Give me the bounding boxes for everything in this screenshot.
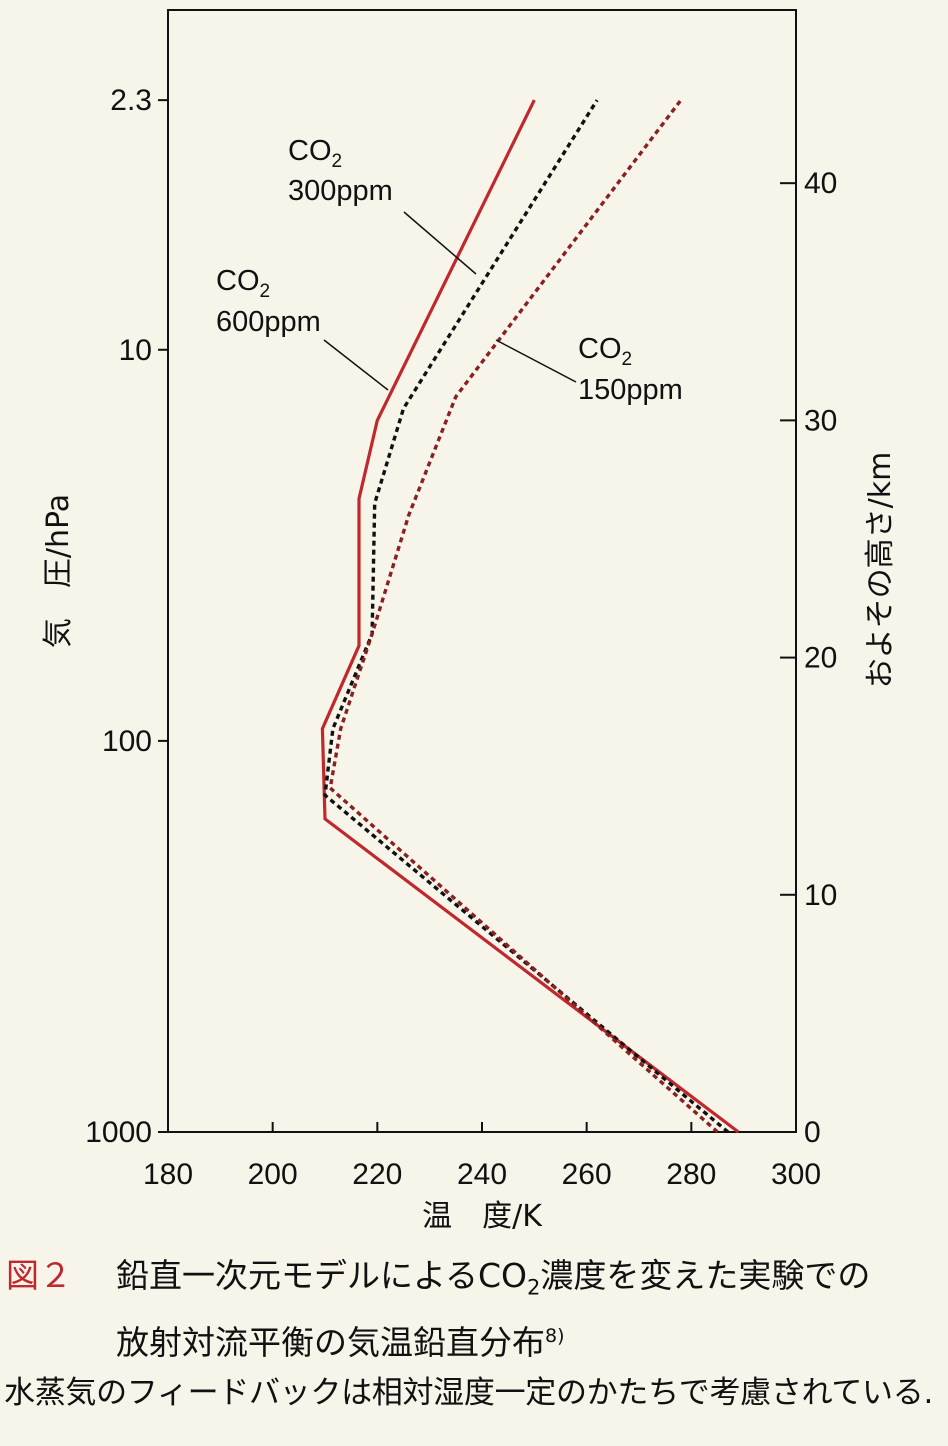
annotation-co2-600: CO2 600ppm (216, 265, 389, 391)
svg-text:CO2: CO2 (288, 135, 342, 172)
y-right-axis-ticks: 0 10 20 30 40 (780, 167, 837, 1149)
y-left-tick-label-2.3: 2.3 (110, 84, 152, 117)
caption-text-part1: 鉛直一次元モデルによるCO (116, 1256, 528, 1295)
caption-note: 水蒸気のフィードバックは相対湿度一定のかたちで考慮されている. (4, 1374, 934, 1411)
annotation-co2-150-leader (495, 339, 577, 383)
x-tick-label-240: 240 (457, 1158, 507, 1191)
caption-title: 鉛直一次元モデルによるCO2濃度を変えた実験での 放射対流平衡の気温鉛直分布8) (116, 1252, 948, 1367)
caption-title-row: 図２ 鉛直一次元モデルによるCO2濃度を変えた実験での 放射対流平衡の気温鉛直分… (0, 1252, 948, 1367)
series-line-co2-600ppm (320, 99, 740, 1134)
caption-text-part2: 濃度を変えた実験での (540, 1256, 871, 1295)
x-tick-label-280: 280 (666, 1158, 716, 1191)
series-line-co2-300ppm (323, 99, 730, 1134)
y-left-tick-label-100: 100 (102, 725, 152, 758)
y-right-tick-label-20: 20 (804, 642, 837, 675)
y-left-tick-label-1000: 1000 (85, 1116, 152, 1149)
annotation-co2-300-formula: CO (288, 135, 332, 167)
annotation-co2-300: CO2 300ppm (288, 135, 477, 275)
annotation-co2-600-formula: CO (216, 265, 260, 297)
y-left-tick-label-10: 10 (119, 334, 152, 367)
y-right-axis-title: およその高さ/km (863, 452, 898, 689)
annotation-co2-600-value: 600ppm (216, 306, 321, 338)
series-line-co2-150ppm (328, 99, 719, 1134)
annotation-co2-600-leader (323, 339, 389, 391)
y-left-axis-title: 気 圧/hPa (41, 494, 76, 648)
annotation-co2-150-value: 150ppm (578, 374, 683, 406)
x-tick-label-300: 300 (771, 1158, 821, 1191)
x-tick-label-200: 200 (248, 1158, 298, 1191)
figure-caption: 図２ 鉛直一次元モデルによるCO2濃度を変えた実験での 放射対流平衡の気温鉛直分… (0, 1252, 948, 1417)
svg-text:CO2: CO2 (216, 265, 270, 302)
x-tick-label-220: 220 (352, 1158, 402, 1191)
y-left-axis-ticks: 2.3 10 100 1000 (85, 84, 168, 1149)
svg-text:CO2: CO2 (578, 333, 632, 370)
y-right-tick-label-30: 30 (804, 404, 837, 437)
x-tick-label-180: 180 (143, 1158, 193, 1191)
annotation-co2-300-value: 300ppm (288, 175, 393, 207)
figure-label: 図２ (6, 1256, 72, 1295)
y-right-tick-label-40: 40 (804, 167, 837, 200)
annotation-co2-300-subscript: 2 (332, 151, 343, 172)
x-axis-title: 温 度/K (422, 1199, 543, 1234)
annotation-co2-150: CO2 150ppm (495, 333, 683, 406)
y-right-tick-label-10: 10 (804, 879, 837, 912)
caption-subscript: 2 (527, 1275, 541, 1300)
annotation-co2-150-subscript: 2 (622, 349, 633, 370)
annotation-co2-600-subscript: 2 (260, 281, 271, 302)
annotation-co2-150-formula: CO (578, 333, 622, 365)
caption-reference: 8) (545, 1324, 565, 1347)
caption-text-line2: 放射対流平衡の気温鉛直分布 (116, 1322, 545, 1362)
y-right-tick-label-0: 0 (804, 1116, 821, 1149)
x-tick-label-260: 260 (562, 1158, 612, 1191)
x-axis-ticks: 180 200 220 240 260 280 300 (143, 1122, 821, 1191)
annotation-co2-300-leader (403, 211, 477, 275)
plot-frame (167, 9, 797, 1133)
series-layer (320, 99, 740, 1134)
